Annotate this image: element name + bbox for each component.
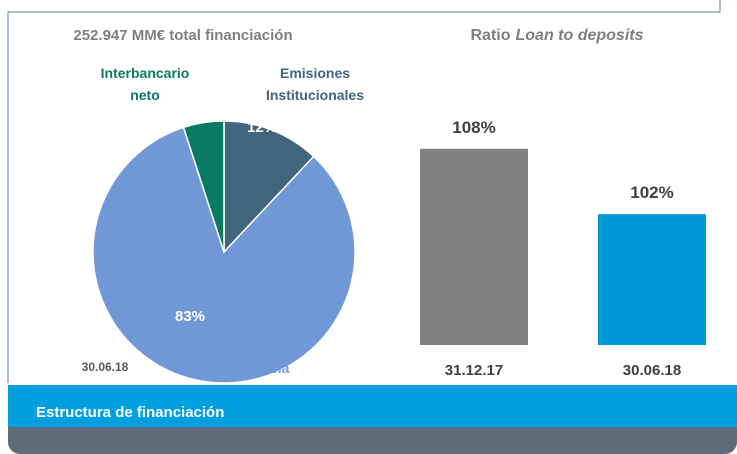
label-line: Interbancario bbox=[101, 65, 190, 81]
category-label: Pasivos clientela bbox=[177, 360, 290, 376]
bar bbox=[598, 214, 706, 345]
pie-slice bbox=[92, 126, 356, 384]
footer-text: Estructura de financiación bbox=[36, 404, 224, 421]
value-label: 108% bbox=[452, 118, 495, 137]
pie-slice bbox=[182, 120, 225, 253]
pie-slice bbox=[223, 120, 315, 254]
label-line: Institucionales bbox=[266, 87, 364, 103]
date-label: 30.06.18 bbox=[82, 360, 129, 374]
label-line: Emisiones bbox=[280, 65, 350, 81]
bar bbox=[420, 148, 528, 345]
value-label: 12% bbox=[247, 119, 277, 136]
value-label: 83% bbox=[175, 308, 205, 325]
chart-title: Ratio Loan to deposits bbox=[471, 27, 644, 44]
category-label: Interbancario neto bbox=[101, 65, 190, 103]
value-label: 5% bbox=[196, 109, 218, 126]
panel-border bbox=[7, 0, 721, 383]
x-tick-label: 30.06.18 bbox=[623, 362, 681, 379]
x-tick-label: 31.12.17 bbox=[445, 362, 503, 379]
title-part: Loan to deposits bbox=[516, 27, 644, 44]
category-label: Emisiones Institucionales bbox=[266, 65, 364, 103]
footer-banner bbox=[8, 385, 737, 427]
value-label: 102% bbox=[630, 183, 673, 202]
label-line: neto bbox=[130, 87, 160, 103]
chart-title: 252.947 MM€ total financiación bbox=[73, 27, 292, 44]
title-part: Ratio bbox=[471, 27, 511, 44]
